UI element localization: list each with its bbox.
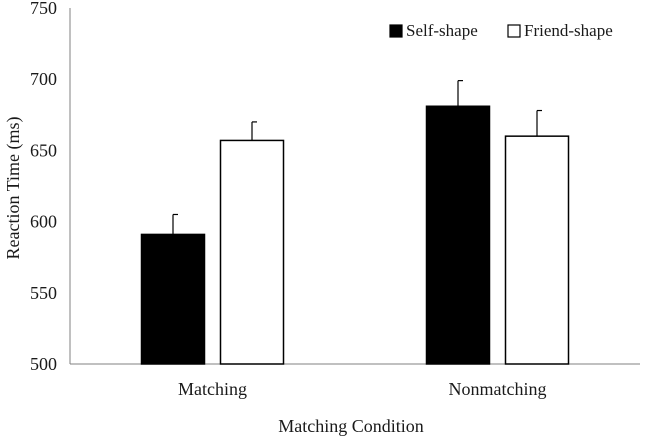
legend-swatch xyxy=(389,24,403,38)
legend-swatch xyxy=(507,24,521,38)
chart-legend: Self-shape Friend-shape xyxy=(389,21,613,40)
y-tick-label: 600 xyxy=(30,212,57,232)
y-tick-label: 500 xyxy=(30,354,57,374)
bar xyxy=(219,139,285,365)
y-axis-title: Reaction Time (ms) xyxy=(3,116,24,259)
bar xyxy=(140,233,206,365)
x-tick-label: Matching xyxy=(178,379,247,399)
legend-label: Friend-shape xyxy=(524,21,613,40)
legend-label: Self-shape xyxy=(406,21,478,40)
y-tick-label: 750 xyxy=(30,0,57,18)
y-axis-ticks: 500 550 600 650 700 750 xyxy=(30,0,57,374)
y-tick-label: 650 xyxy=(30,140,57,160)
bar xyxy=(425,105,491,365)
chart-bars xyxy=(140,105,570,365)
x-axis-tick-labels: Matching Nonmatching xyxy=(178,379,546,399)
y-tick-label: 550 xyxy=(30,283,57,303)
error-bars xyxy=(172,80,542,235)
x-axis-title: Matching Condition xyxy=(278,416,424,436)
bar xyxy=(504,135,570,365)
x-tick-label: Nonmatching xyxy=(449,379,547,399)
y-tick-label: 700 xyxy=(30,69,57,89)
